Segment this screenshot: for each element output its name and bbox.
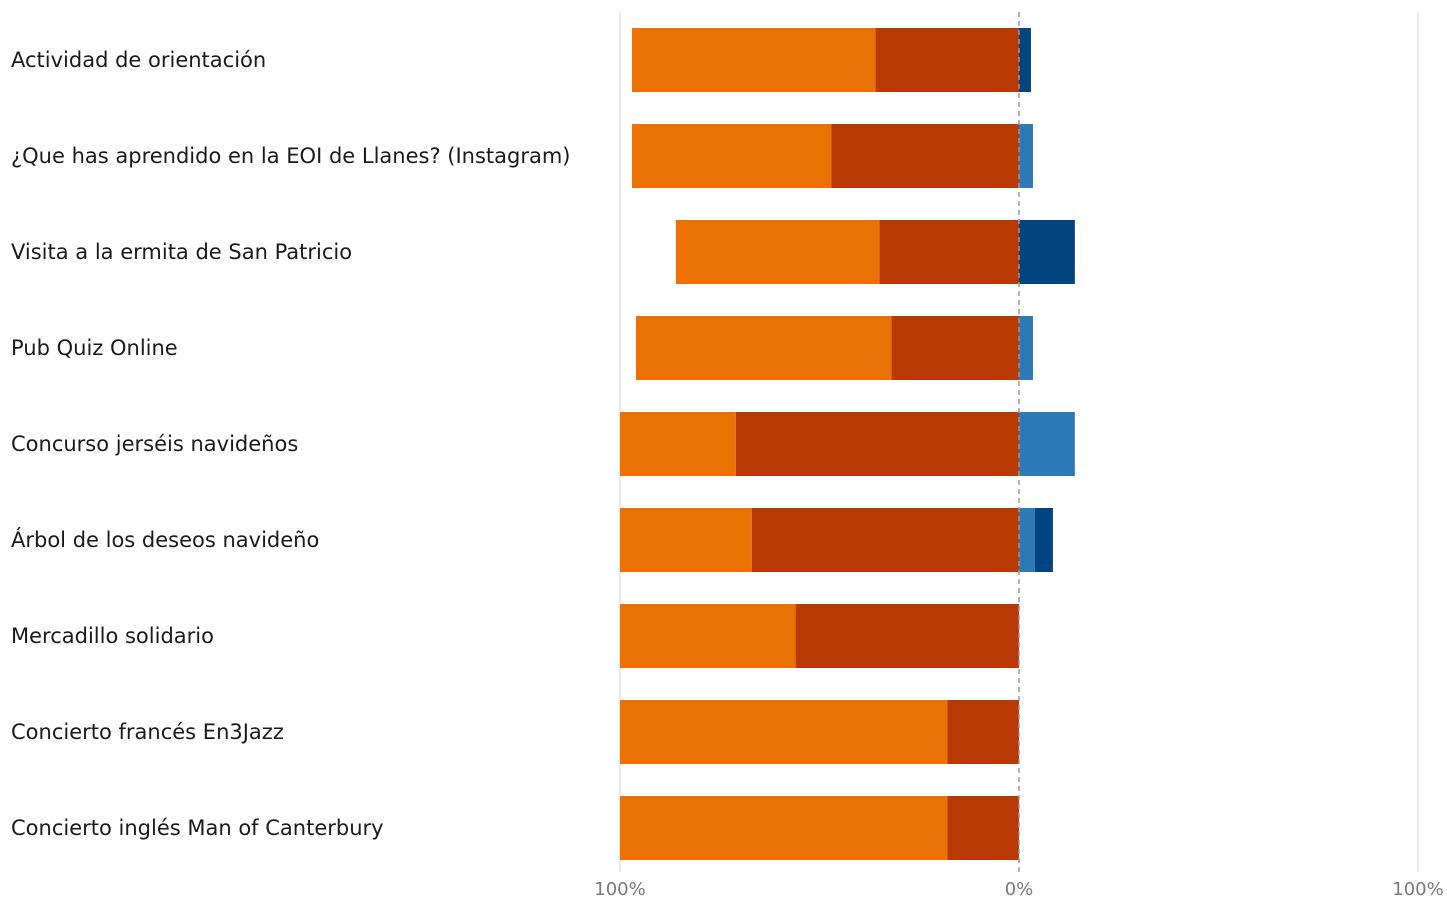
bar-7-series-0 bbox=[947, 700, 1019, 764]
bars bbox=[620, 28, 1075, 860]
bar-5-series-1 bbox=[620, 508, 752, 572]
bar-4-series-2 bbox=[1019, 412, 1075, 476]
bar-6-series-1 bbox=[620, 604, 796, 668]
bar-3-series-2 bbox=[1019, 316, 1033, 380]
tick-labels: 100% 0% 100% bbox=[594, 879, 1443, 900]
bar-8-series-0 bbox=[947, 796, 1019, 860]
bar-5-series-0 bbox=[751, 508, 1019, 572]
bar-5-series-2 bbox=[1019, 508, 1035, 572]
bar-0-series-3 bbox=[1019, 28, 1031, 92]
x-tick-label-2: 100% bbox=[1392, 879, 1443, 900]
x-tick-label-0: 100% bbox=[594, 879, 645, 900]
bar-4-series-0 bbox=[735, 412, 1019, 476]
bar-2-series-1 bbox=[675, 220, 880, 284]
category-label-2: Visita a la ermita de San Patricio bbox=[11, 240, 352, 264]
bar-5-series-3 bbox=[1034, 508, 1053, 572]
category-label-3: Pub Quiz Online bbox=[11, 336, 178, 360]
bar-4-series-1 bbox=[620, 412, 736, 476]
category-label-5: Árbol de los deseos navideño bbox=[11, 527, 319, 552]
bar-6-series-0 bbox=[795, 604, 1019, 668]
category-label-4: Concurso jerséis navideños bbox=[11, 432, 298, 456]
x-tick-label-1: 0% bbox=[1005, 879, 1034, 900]
bar-7-series-1 bbox=[620, 700, 948, 764]
category-label-0: Actividad de orientación bbox=[11, 48, 266, 72]
category-label-8: Concierto inglés Man of Canterbury bbox=[11, 816, 384, 840]
bar-3-series-0 bbox=[891, 316, 1019, 380]
category-label-6: Mercadillo solidario bbox=[11, 624, 214, 648]
category-label-1: ¿Que has aprendido en la EOI de Llanes? … bbox=[11, 144, 570, 168]
bar-3-series-1 bbox=[635, 316, 892, 380]
bar-1-series-0 bbox=[831, 124, 1019, 188]
bar-0-series-1 bbox=[631, 28, 876, 92]
bar-1-series-1 bbox=[631, 124, 832, 188]
category-label-7: Concierto francés En3Jazz bbox=[11, 720, 284, 744]
bar-2-series-3 bbox=[1019, 220, 1075, 284]
bar-8-series-1 bbox=[620, 796, 948, 860]
bar-1-series-2 bbox=[1019, 124, 1033, 188]
bar-0-series-0 bbox=[875, 28, 1019, 92]
bar-2-series-0 bbox=[879, 220, 1019, 284]
category-labels: Actividad de orientación ¿Que has aprendi… bbox=[11, 48, 570, 840]
